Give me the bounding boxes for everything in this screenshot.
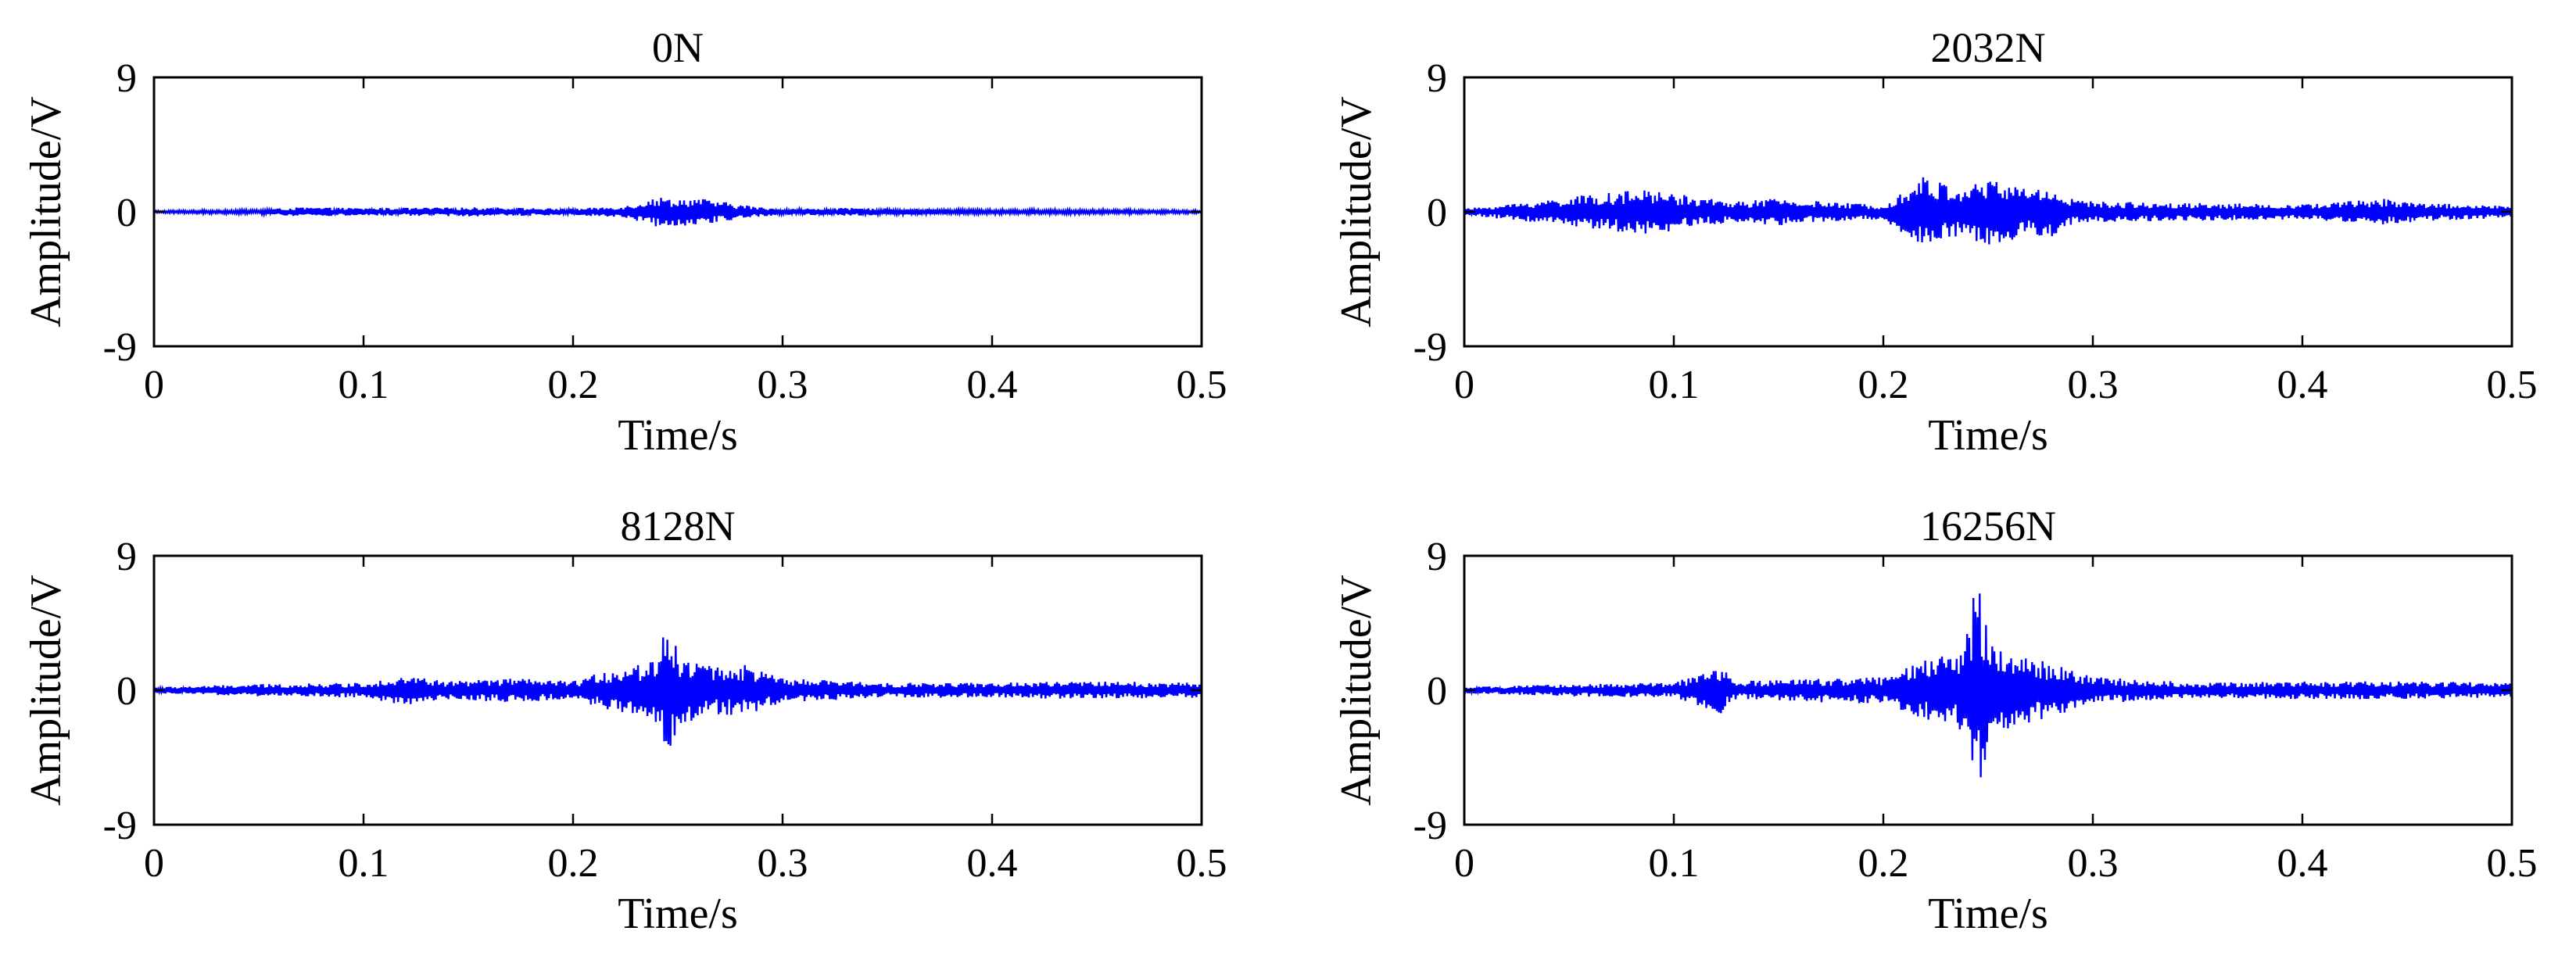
x-tick-label: 0.1 — [339, 363, 389, 407]
signal-trace — [154, 637, 1202, 747]
x-tick-label: 0.2 — [548, 363, 599, 407]
y-axis-label: Amplitude/V — [1332, 96, 1381, 328]
x-axis-label: Time/s — [618, 890, 738, 938]
y-axis-label: Amplitude/V — [1332, 575, 1381, 806]
x-tick-label: 0.5 — [2487, 841, 2538, 886]
x-tick-label: 0 — [144, 841, 164, 886]
x-tick-label: 0.4 — [2277, 841, 2328, 886]
y-tick-label: 9 — [116, 535, 137, 579]
x-tick-label: 0.5 — [2487, 363, 2538, 407]
x-axis-label: Time/s — [1928, 411, 2048, 460]
y-tick-label: 9 — [1427, 535, 1447, 579]
y-tick-label: 0 — [1427, 669, 1447, 714]
y-tick-label: 9 — [116, 56, 137, 101]
y-tick-label: -9 — [1413, 325, 1447, 370]
x-tick-label: 0.1 — [1649, 363, 1700, 407]
signal-trace — [1464, 593, 2512, 778]
signal-trace — [1464, 177, 2512, 245]
signal-trace — [154, 198, 1202, 227]
y-tick-label: 0 — [116, 191, 137, 235]
x-tick-label: 0.3 — [758, 841, 808, 886]
panel-title: 8128N — [621, 503, 736, 550]
y-tick-label: 9 — [1427, 56, 1447, 101]
y-axis-label: Amplitude/V — [22, 575, 70, 806]
x-tick-label: 0.1 — [339, 841, 389, 886]
x-axis-label: Time/s — [618, 411, 738, 460]
panel-title: 0N — [652, 24, 704, 71]
y-tick-label: 0 — [1427, 191, 1447, 235]
y-tick-label: -9 — [103, 804, 137, 848]
x-axis-label: Time/s — [1928, 890, 2048, 938]
y-tick-label: -9 — [103, 325, 137, 370]
panel-title: 16256N — [1920, 503, 2056, 550]
x-tick-label: 0 — [1454, 363, 1474, 407]
x-tick-label: 0 — [1454, 841, 1474, 886]
x-tick-label: 0.5 — [1177, 363, 1227, 407]
x-tick-label: 0.1 — [1649, 841, 1700, 886]
x-tick-label: 0 — [144, 363, 164, 407]
y-tick-label: 0 — [116, 669, 137, 714]
x-tick-label: 0.3 — [758, 363, 808, 407]
y-axis-label: Amplitude/V — [22, 96, 70, 328]
x-tick-label: 0.4 — [2277, 363, 2328, 407]
y-tick-label: -9 — [1413, 804, 1447, 848]
panel-title: 2032N — [1931, 24, 2046, 71]
x-tick-label: 0.3 — [2068, 841, 2119, 886]
x-tick-label: 0.4 — [967, 841, 1018, 886]
x-tick-label: 0.4 — [967, 363, 1018, 407]
x-tick-label: 0.3 — [2068, 363, 2119, 407]
x-tick-label: 0.2 — [1858, 841, 1909, 886]
x-tick-label: 0.2 — [548, 841, 599, 886]
x-tick-label: 0.5 — [1177, 841, 1227, 886]
x-tick-label: 0.2 — [1858, 363, 1909, 407]
